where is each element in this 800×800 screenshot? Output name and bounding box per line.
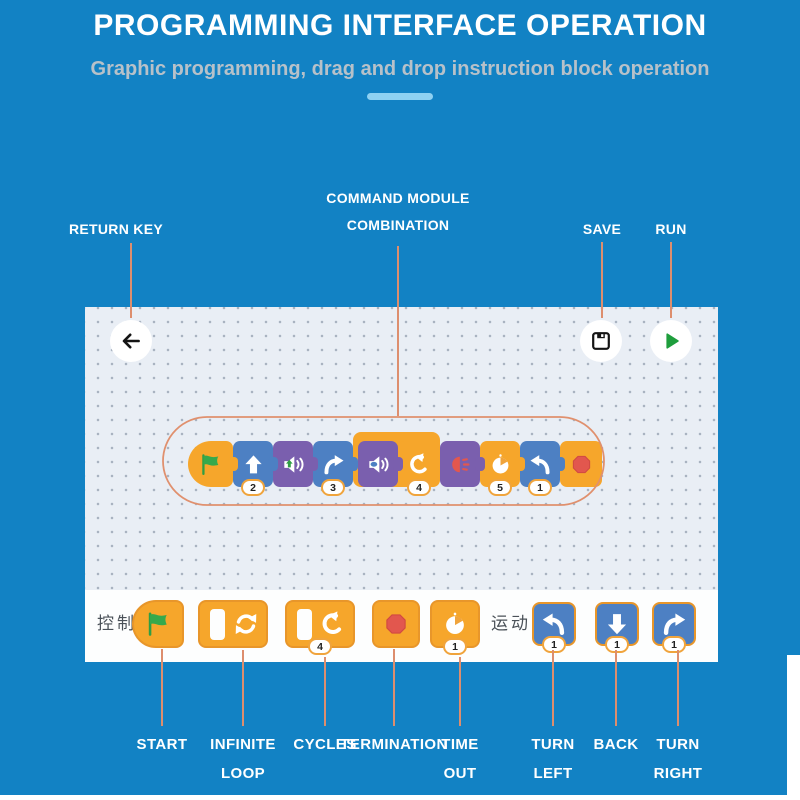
block-sound-in-loop[interactable]: [358, 441, 403, 487]
timer-icon: [492, 453, 508, 473]
callout-time-out: TIME OUT: [410, 730, 510, 788]
callout-cycles: CYCLES: [293, 736, 357, 753]
block-cycles-wrap[interactable]: 4: [353, 432, 440, 496]
step-badge[interactable]: 1: [528, 479, 552, 496]
floppy-disk-icon: [592, 332, 610, 350]
callout-turn-right: TURN RIGHT: [628, 730, 728, 788]
step-badge[interactable]: 5: [488, 479, 512, 496]
loop-slot: [210, 609, 225, 640]
count-badge[interactable]: 1: [542, 636, 566, 653]
curved-arrow-right-icon: [663, 613, 686, 635]
count-badge[interactable]: 4: [308, 638, 332, 655]
block-termination[interactable]: [560, 441, 602, 487]
callout-timeout-line2: OUT: [443, 765, 477, 782]
curved-arrow-left-icon: [530, 454, 550, 474]
palette-time-out-block[interactable]: 1: [430, 600, 480, 655]
refresh-arrows-icon: [235, 613, 257, 635]
callout-turn-right-line2: RIGHT: [653, 765, 703, 782]
block-start[interactable]: [188, 441, 238, 487]
palette-turn-left-block[interactable]: 1: [532, 602, 576, 653]
stop-octagon-icon: [386, 614, 406, 634]
callout-command-module-line1: COMMAND MODULE: [326, 190, 470, 206]
step-badge[interactable]: 3: [321, 479, 345, 496]
arrow-up-icon: [244, 454, 262, 473]
palette-cycles-block[interactable]: 4: [285, 600, 355, 655]
palette-termination-block[interactable]: [372, 600, 420, 648]
palette-turn-right-block[interactable]: 1: [652, 602, 696, 653]
count-badge[interactable]: 1: [443, 638, 467, 655]
save-button[interactable]: [580, 320, 622, 362]
count-badge[interactable]: 1: [605, 636, 629, 653]
led-light-icon: [451, 456, 470, 472]
green-flag-icon: [148, 612, 167, 636]
block-sound[interactable]: [273, 441, 318, 487]
speaker-up-icon: [283, 455, 304, 473]
return-button[interactable]: [110, 320, 152, 362]
callout-turn-left-line2: LEFT: [533, 765, 573, 782]
palette-infinite-loop-block[interactable]: [198, 600, 268, 648]
curved-arrow-right-icon: [323, 454, 343, 474]
count-badge[interactable]: 1: [662, 636, 686, 653]
run-button[interactable]: [650, 320, 692, 362]
play-icon: [666, 333, 679, 349]
page-subtitle: Graphic programming, drag and drop instr…: [90, 58, 710, 80]
callout-turn-left: TURN LEFT: [503, 730, 603, 788]
callout-infinite-loop: INFINITE LOOP: [193, 730, 293, 788]
block-move-forward[interactable]: 2: [233, 441, 278, 496]
palette-back-block[interactable]: 1: [595, 602, 639, 653]
back-arrow-icon: [122, 333, 140, 349]
command-sequence: 2 3: [188, 432, 602, 496]
callout-run: RUN: [655, 221, 687, 237]
curved-arrow-left-icon: [542, 613, 565, 635]
callout-return-key: RETURN KEY: [68, 221, 163, 237]
motion-category-label: 运动: [491, 614, 531, 633]
callout-turn-right-line1: TURN: [656, 736, 700, 753]
callout-command-module: COMMAND MODULE COMBINATION: [318, 185, 478, 239]
ccw-arrow-icon: [409, 452, 427, 473]
callout-command-module-line2: COMBINATION: [346, 217, 450, 233]
callout-infinite-line1: INFINITE: [210, 736, 276, 753]
stop-octagon-icon: [572, 455, 590, 473]
speaker-music-icon: [368, 455, 389, 473]
callout-infinite-line2: LOOP: [220, 765, 266, 782]
block-turn-right[interactable]: 3: [313, 441, 358, 496]
palette-start-block[interactable]: [132, 600, 184, 648]
step-badge[interactable]: 4: [407, 479, 431, 496]
callout-start: START: [136, 736, 188, 753]
callout-turn-left-line1: TURN: [531, 736, 575, 753]
page-title: PROGRAMMING INTERFACE OPERATION: [93, 9, 707, 42]
block-turn-left[interactable]: 1: [520, 441, 565, 496]
callout-timeout-line1: TIME: [441, 736, 479, 753]
callout-termination: TERMINATION: [340, 736, 448, 753]
block-time-out[interactable]: 5: [480, 441, 525, 496]
block-cycles-count[interactable]: 4: [398, 441, 440, 496]
callout-back: BACK: [593, 736, 639, 753]
loop-slot: [297, 609, 312, 640]
page-margin: [787, 655, 800, 795]
ccw-arrow-icon: [322, 611, 342, 635]
green-flag-icon: [202, 453, 219, 475]
block-light[interactable]: [440, 441, 485, 487]
app-screenshot-panel: 2 3: [85, 307, 718, 662]
callout-save: SAVE: [582, 221, 622, 237]
timer-icon: [446, 612, 464, 635]
title-divider: [367, 93, 433, 100]
block-palette: 控制: [85, 590, 718, 662]
program-canvas[interactable]: 2 3: [85, 307, 718, 590]
arrow-down-icon: [607, 614, 627, 635]
control-category-label: 控制: [97, 614, 137, 633]
step-badge[interactable]: 2: [241, 479, 265, 496]
